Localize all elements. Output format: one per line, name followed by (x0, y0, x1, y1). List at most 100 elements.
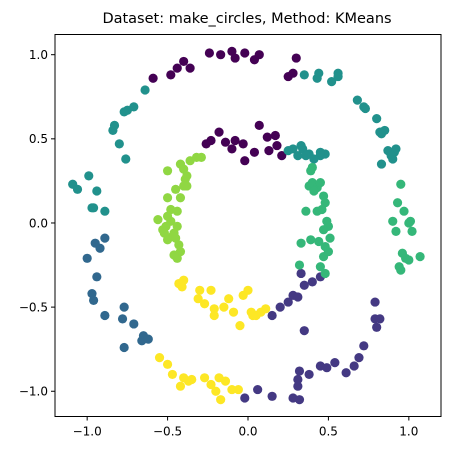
data-point (240, 156, 250, 166)
data-point (230, 135, 240, 146)
y-tick-label: −0.5 (19, 300, 48, 314)
data-point (360, 103, 371, 114)
data-point (283, 146, 293, 156)
data-point (315, 177, 325, 188)
data-point (154, 353, 165, 363)
data-point (314, 236, 324, 247)
data-point (233, 384, 243, 395)
data-point (240, 48, 250, 58)
data-point (162, 166, 173, 176)
data-point (306, 235, 316, 245)
data-point (100, 233, 110, 243)
y-tick-label: −1.0 (19, 385, 48, 399)
data-point (293, 292, 303, 302)
data-point (415, 252, 425, 262)
data-point (172, 206, 182, 216)
data-point (162, 211, 173, 221)
y-tick-label: 0.5 (29, 132, 48, 146)
data-point (405, 216, 416, 226)
data-point (296, 140, 306, 151)
data-point (275, 302, 285, 312)
data-point (117, 314, 128, 324)
y-tick-label: 1.0 (29, 48, 48, 62)
data-point (320, 268, 330, 279)
data-point (148, 73, 158, 83)
data-point (162, 193, 173, 203)
data-point (309, 186, 319, 196)
data-point (179, 373, 189, 383)
data-point (185, 63, 195, 73)
data-point (330, 358, 340, 368)
data-point (162, 359, 173, 369)
data-point (175, 159, 186, 169)
data-point (309, 154, 319, 164)
data-point (249, 147, 260, 157)
data-point (193, 294, 203, 304)
data-point (270, 130, 280, 141)
data-point (243, 285, 253, 295)
data-point (209, 310, 219, 321)
data-point (100, 310, 110, 321)
data-point (214, 127, 224, 137)
data-point (211, 386, 221, 396)
data-point (293, 381, 303, 391)
data-point (399, 206, 409, 216)
data-point (179, 181, 189, 191)
data-point (407, 226, 417, 236)
data-point (196, 152, 206, 162)
data-point (291, 53, 301, 63)
data-point (293, 374, 303, 385)
data-point (174, 240, 184, 250)
data-point (172, 63, 182, 73)
data-point (304, 369, 314, 380)
data-point (209, 304, 219, 314)
data-point (307, 277, 317, 287)
data-point (171, 184, 181, 194)
data-point (299, 326, 309, 336)
axis-ticks: −1.0 −0.5 0.0 0.5 1.0 −1.0 −0.5 0.0 0.5 1.0 (19, 48, 419, 439)
data-point (293, 151, 303, 161)
data-point (240, 393, 250, 403)
data-point (204, 48, 214, 58)
data-point (89, 203, 99, 213)
data-point (386, 151, 396, 161)
data-point (322, 216, 332, 226)
data-point (253, 384, 263, 395)
data-point (227, 384, 237, 395)
data-point (333, 71, 343, 82)
data-point (322, 363, 332, 373)
data-point (228, 307, 239, 317)
data-point (114, 139, 124, 149)
data-point (199, 299, 210, 309)
data-point (375, 127, 385, 137)
data-point (175, 381, 186, 391)
data-point (82, 253, 92, 263)
data-point (404, 255, 414, 265)
data-point (72, 184, 83, 194)
data-point (262, 132, 272, 142)
data-point (376, 159, 387, 169)
data-point (169, 250, 179, 260)
data-point (372, 322, 382, 332)
data-point (216, 50, 226, 60)
data-point (318, 225, 329, 235)
data-point (296, 238, 306, 248)
data-point (92, 186, 102, 196)
data-point (187, 374, 197, 385)
data-point (254, 50, 264, 60)
x-tick-label: 0.5 (319, 425, 338, 439)
data-point (299, 280, 309, 290)
data-point (315, 262, 325, 272)
data-point (306, 166, 316, 176)
data-point (119, 342, 129, 353)
data-point (143, 334, 153, 344)
data-point (216, 395, 226, 405)
data-point (129, 319, 139, 329)
data-point (396, 179, 406, 189)
data-point (349, 361, 359, 371)
data-point (352, 95, 362, 105)
data-point (314, 68, 324, 78)
data-point (301, 206, 311, 216)
data-point (220, 376, 231, 386)
data-point (238, 139, 248, 149)
